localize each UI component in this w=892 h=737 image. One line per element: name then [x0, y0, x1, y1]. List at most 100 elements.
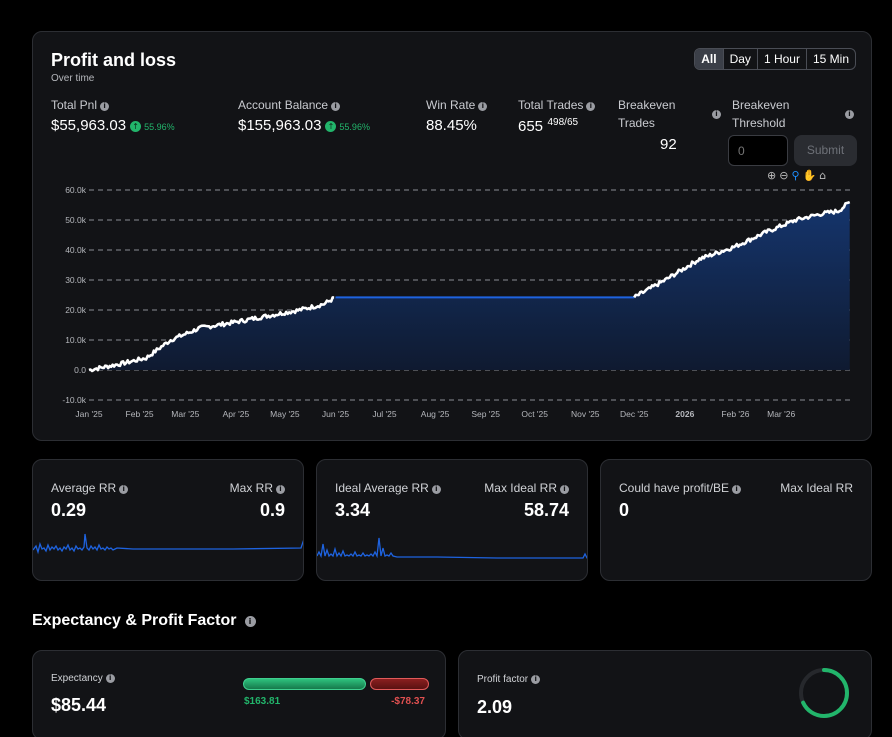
- ideal-average-rr-label: Ideal Average RR: [335, 481, 429, 495]
- profit-factor-value: 2.09: [477, 697, 513, 717]
- could-have-profit-value: 0: [619, 500, 630, 520]
- expectancy-card: Expectancy i $85.44 $163.81 -$78.37: [32, 650, 446, 737]
- total-pnl-label: Total Pnl: [51, 98, 98, 112]
- could-have-profit-label: Could have profit/BE: [619, 481, 730, 495]
- average-rr-card: Average RR i 0.29 Max RR i 0.9: [32, 459, 304, 581]
- max-rr-label: Max RR: [229, 481, 273, 495]
- breakeven-trades-stat: Breakeven Trades i 92: [618, 98, 721, 153]
- range-day-button[interactable]: Day: [722, 49, 757, 69]
- win-amount: $163.81: [244, 696, 281, 707]
- total-trades-sup: 498/65: [547, 117, 579, 128]
- zoom-select-icon[interactable]: ⚲: [791, 169, 800, 182]
- account-balance-pct: 55.96%: [339, 122, 370, 132]
- x-tick-label: 2026: [675, 409, 694, 419]
- ideal-rr-sparkline: [317, 537, 587, 559]
- expectancy-value: $85.44: [51, 695, 107, 715]
- x-tick-label: Feb '26: [721, 409, 749, 419]
- total-trades-label: Total Trades: [518, 98, 584, 112]
- info-icon[interactable]: i: [276, 485, 285, 494]
- account-balance-label: Account Balance: [238, 98, 329, 112]
- breakeven-threshold-input[interactable]: [728, 135, 788, 166]
- max-ideal-rr-value: 58.74: [523, 500, 569, 520]
- profit-factor-label: Profit factor: [477, 674, 529, 685]
- x-tick-label: Jan '25: [75, 409, 102, 419]
- range-15min-button[interactable]: 15 Min: [805, 49, 855, 69]
- x-tick-label: Nov '25: [571, 409, 600, 419]
- page-title: Profit and loss: [51, 50, 177, 70]
- info-icon[interactable]: i: [431, 485, 441, 494]
- x-tick-label: Sep '25: [471, 409, 500, 419]
- breakeven-trades-value: 92: [660, 136, 677, 153]
- x-tick-label: Oct '25: [521, 409, 548, 419]
- submit-button[interactable]: Submit: [794, 135, 857, 166]
- info-icon[interactable]: i: [531, 675, 541, 684]
- info-icon[interactable]: i: [331, 102, 341, 111]
- x-tick-label: Aug '25: [421, 409, 450, 419]
- breakeven-threshold-stat: Breakeven Threshold i: [732, 98, 857, 130]
- expectancy-label: Expectancy: [51, 673, 103, 684]
- info-icon[interactable]: i: [244, 616, 256, 627]
- pan-hand-icon[interactable]: ✋: [802, 169, 817, 182]
- y-tick-label: -10.0k: [62, 395, 86, 405]
- total-trades-stat: Total Trades i 655 498/65: [518, 98, 596, 136]
- average-rr-sparkline: [33, 533, 303, 555]
- y-tick-label: 60.0k: [65, 185, 87, 195]
- average-rr-label: Average RR: [51, 481, 117, 495]
- loss-bar: [370, 678, 429, 690]
- could-have-profit-card: Could have profit/BE i 0 Max Ideal RR: [600, 459, 872, 581]
- account-balance-value: $155,963.03: [238, 117, 322, 134]
- breakeven-trades-label-2: Trades: [618, 116, 655, 130]
- y-tick-label: 0.0: [74, 365, 86, 375]
- loss-amount: -$78.37: [391, 696, 425, 707]
- x-tick-label: Dec '25: [620, 409, 649, 419]
- info-icon[interactable]: i: [100, 102, 110, 111]
- arrow-up-icon: ↑: [130, 121, 142, 132]
- info-icon[interactable]: i: [119, 485, 129, 494]
- x-tick-label: May '25: [270, 409, 300, 419]
- info-icon[interactable]: i: [105, 674, 115, 683]
- info-icon[interactable]: i: [845, 110, 854, 119]
- pnl-line: [88, 296, 335, 373]
- x-tick-label: Mar '25: [171, 409, 199, 419]
- range-1hour-button[interactable]: 1 Hour: [756, 49, 806, 69]
- y-tick-label: 10.0k: [65, 335, 87, 345]
- zoom-in-icon[interactable]: ⊕: [767, 169, 777, 182]
- range-all-button[interactable]: All: [695, 49, 723, 69]
- ideal-rr-card: Ideal Average RR i 3.34 Max Ideal RR i 58.…: [316, 459, 588, 581]
- info-icon[interactable]: i: [586, 102, 596, 111]
- x-tick-label: Mar '26: [767, 409, 795, 419]
- total-trades-value: 655: [518, 118, 544, 135]
- win-rate-label: Win Rate: [426, 98, 476, 112]
- x-tick-label: Feb '25: [126, 409, 154, 419]
- max-ideal-rr-label-2: Max Ideal RR: [780, 481, 853, 495]
- y-tick-label: 20.0k: [65, 305, 87, 315]
- expectancy-section-title: Expectancy & Profit Factor i: [32, 612, 256, 630]
- pnl-line: [633, 200, 851, 299]
- info-icon[interactable]: i: [712, 110, 721, 119]
- total-pnl-pct: 55.96%: [144, 122, 175, 132]
- pnl-card: Profit and loss Over time All Day 1 Hour…: [32, 31, 872, 441]
- y-tick-label: 40.0k: [65, 245, 87, 255]
- max-ideal-rr-label: Max Ideal RR: [484, 481, 557, 495]
- max-rr-value: 0.9: [259, 500, 285, 520]
- total-pnl-stat: Total Pnl i $55,963.03 ↑ 55.96%: [51, 98, 175, 135]
- breakeven-trades-label-1: Breakeven: [618, 98, 676, 112]
- info-icon[interactable]: i: [560, 485, 569, 494]
- info-icon[interactable]: i: [732, 485, 742, 494]
- win-bar: [243, 678, 366, 690]
- arrow-up-icon: ↑: [325, 121, 337, 132]
- x-tick-label: Jul '25: [372, 409, 397, 419]
- y-tick-label: 50.0k: [65, 215, 87, 225]
- chart-toolbar: ⊕ ⊖ ⚲ ✋ ⌂: [767, 169, 826, 182]
- info-icon[interactable]: i: [478, 102, 488, 111]
- win-rate-stat: Win Rate i 88.45%: [426, 98, 488, 135]
- home-icon[interactable]: ⌂: [819, 169, 827, 182]
- expectancy-section-title-text: Expectancy & Profit Factor: [32, 612, 237, 629]
- x-tick-label: Jun '25: [322, 409, 349, 419]
- profit-factor-card: Profit factor i 2.09: [458, 650, 872, 737]
- profit-factor-ring: [799, 668, 849, 718]
- zoom-out-icon[interactable]: ⊖: [779, 169, 789, 182]
- average-rr-value: 0.29: [51, 500, 87, 520]
- pnl-chart[interactable]: 60.0k 50.0k 40.0k 30.0k 20.0k 10.0k 0.0 -10.0k J…: [33, 180, 871, 440]
- pnl-area: [89, 202, 850, 371]
